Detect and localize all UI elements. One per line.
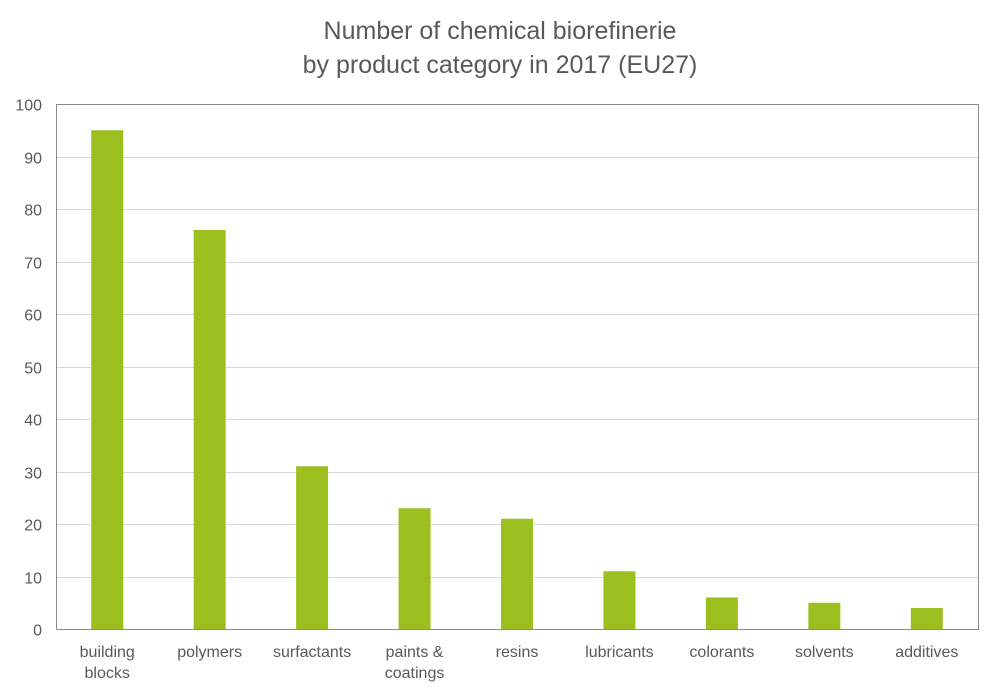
x-tick-label: building blocks (80, 644, 135, 682)
x-tick-label: lubricants (585, 644, 653, 661)
y-tick-label: 20 (24, 518, 42, 535)
x-tick-label: additives (895, 644, 958, 661)
bar (296, 466, 329, 629)
x-tick-label: surfactants (273, 644, 351, 661)
y-tick-label: 50 (24, 361, 42, 378)
bar (910, 608, 943, 629)
y-tick-label: 100 (15, 98, 42, 115)
bar (501, 518, 533, 629)
y-tick-label: 40 (24, 413, 42, 430)
y-tick-label: 90 (24, 151, 42, 168)
y-tick-label: 0 (33, 623, 42, 640)
chart-title: Number of chemical biorefinerie by produ… (0, 14, 1000, 82)
chart-title-line-2: by product category in 2017 (EU27) (302, 51, 698, 79)
y-tick-label: 70 (24, 256, 42, 273)
plot-frame (56, 104, 979, 630)
bar (705, 597, 738, 629)
x-tick-label: polymers (177, 644, 242, 661)
y-tick-label: 10 (24, 571, 42, 588)
bar (808, 602, 841, 629)
bar (398, 508, 431, 629)
bar (193, 230, 226, 629)
y-tick-label: 80 (24, 203, 42, 220)
chart-title-line-1: Number of chemical biorefinerie (323, 17, 677, 45)
bar (603, 571, 636, 629)
x-tick-label: paints & coatings (385, 644, 445, 682)
y-tick-label: 60 (24, 308, 42, 325)
x-tick-label: solvents (795, 644, 854, 661)
y-tick-label: 30 (24, 466, 42, 483)
bar (91, 130, 124, 629)
x-tick-label: resins (496, 644, 539, 661)
x-tick-label: colorants (689, 644, 754, 661)
